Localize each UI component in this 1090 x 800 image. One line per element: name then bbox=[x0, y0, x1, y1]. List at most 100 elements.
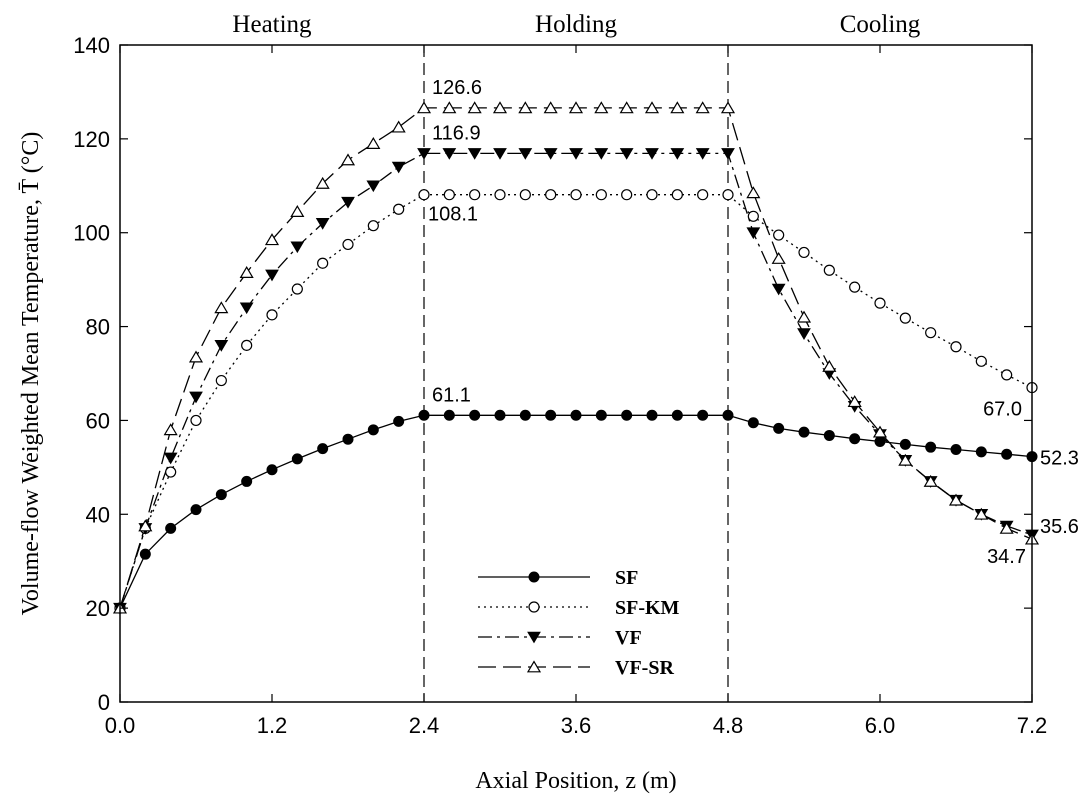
data-point-sf-km bbox=[342, 238, 354, 251]
data-point-sf bbox=[165, 522, 177, 534]
section-label-holding: Holding bbox=[535, 11, 617, 38]
data-point-vf bbox=[214, 340, 229, 352]
data-point-sf-km bbox=[545, 189, 557, 201]
data-point-sf-km bbox=[773, 229, 785, 241]
data-point-vf-sr bbox=[290, 205, 305, 217]
data-point-vf-sr bbox=[898, 453, 913, 466]
data-point-vf-sr bbox=[239, 266, 254, 279]
data-point-sf-km bbox=[317, 257, 329, 269]
data-point-sf-km bbox=[874, 297, 886, 309]
y-tick-label: 60 bbox=[86, 408, 110, 433]
legend-marker-sf bbox=[528, 571, 540, 583]
legend-label-vf: VF bbox=[615, 627, 642, 649]
x-tick-label: 0.0 bbox=[105, 713, 136, 738]
x-axis-label: Axial Position, z (m) bbox=[475, 768, 676, 794]
data-point-sf bbox=[266, 464, 278, 476]
data-point-vf bbox=[670, 148, 685, 160]
data-point-sf-km bbox=[519, 189, 531, 201]
data-point-sf-km bbox=[1001, 369, 1013, 381]
data-point-sf bbox=[443, 409, 455, 421]
data-point-vf-sr bbox=[442, 101, 457, 114]
y-tick-label: 80 bbox=[86, 315, 110, 340]
data-point-vf-sr bbox=[163, 423, 178, 436]
data-point-vf-sr bbox=[568, 101, 584, 114]
data-point-sf-km bbox=[291, 283, 303, 295]
data-point-vf bbox=[569, 148, 583, 160]
data-annotations: 126.6 116.9 108.1 61.1 67.0 52.3 35.6 34.7 bbox=[428, 77, 1079, 568]
data-point-vf-sr bbox=[416, 101, 432, 114]
series-markers bbox=[112, 101, 1040, 615]
data-point-sf-km bbox=[215, 374, 227, 387]
data-point-sf-km bbox=[241, 339, 253, 351]
data-point-sf-km bbox=[823, 264, 835, 276]
data-point-vf bbox=[771, 283, 786, 296]
plot-frame bbox=[119, 44, 1033, 703]
data-point-sf-km bbox=[367, 220, 379, 232]
data-point-vf bbox=[315, 218, 330, 230]
data-point-vf-sr bbox=[999, 521, 1014, 534]
data-point-vf bbox=[239, 302, 254, 315]
data-point-vf-sr bbox=[188, 350, 204, 363]
data-point-sf bbox=[418, 409, 430, 421]
data-point-sf-km bbox=[697, 189, 709, 201]
data-point-sf bbox=[215, 489, 227, 501]
legend: SF SF-KM VF VF-SR bbox=[478, 567, 680, 679]
data-point-sf bbox=[570, 409, 582, 421]
data-point-vf-sr bbox=[518, 101, 533, 114]
data-point-vf bbox=[290, 241, 305, 254]
data-point-sf bbox=[469, 409, 481, 421]
data-point-sf bbox=[798, 426, 810, 438]
data-point-vf-sr bbox=[619, 101, 634, 114]
data-point-vf-sr bbox=[923, 474, 938, 487]
data-point-vf bbox=[366, 180, 381, 193]
data-point-vf-sr bbox=[746, 186, 761, 199]
data-point-sf-km bbox=[595, 189, 607, 201]
data-point-sf-km bbox=[266, 309, 278, 321]
data-point-vf-sr bbox=[771, 251, 786, 264]
data-label-67-0: 67.0 bbox=[983, 399, 1022, 421]
data-label-35-6: 35.6 bbox=[1040, 516, 1079, 538]
data-point-sf-km bbox=[418, 189, 430, 201]
data-label-34-7: 34.7 bbox=[987, 546, 1026, 568]
data-point-vf-sr bbox=[670, 101, 685, 114]
data-point-vf bbox=[695, 148, 710, 160]
x-tick-label: 7.2 bbox=[1017, 713, 1048, 738]
data-point-vf-sr bbox=[796, 310, 812, 323]
data-point-vf bbox=[721, 148, 735, 160]
data-point-sf bbox=[545, 409, 557, 421]
data-point-vf bbox=[442, 148, 457, 160]
data-point-sf-km bbox=[165, 466, 177, 478]
data-point-sf-km bbox=[570, 189, 582, 201]
data-point-sf bbox=[317, 443, 329, 455]
data-point-sf bbox=[621, 409, 633, 421]
data-point-sf-km bbox=[190, 414, 202, 427]
data-point-vf-sr bbox=[340, 153, 356, 166]
data-point-vf-sr bbox=[594, 101, 609, 114]
data-point-sf bbox=[671, 409, 683, 421]
data-point-sf bbox=[849, 433, 861, 445]
series-line-vf bbox=[119, 152, 1033, 609]
series-line-sf bbox=[119, 414, 1033, 609]
data-point-sf-km bbox=[747, 210, 759, 222]
data-point-vf bbox=[518, 148, 533, 160]
y-tick-label: 20 bbox=[86, 596, 110, 621]
data-point-vf bbox=[746, 227, 761, 240]
data-point-sf bbox=[925, 441, 937, 453]
data-label-61-1: 61.1 bbox=[432, 384, 471, 406]
data-point-vf bbox=[265, 269, 279, 282]
data-point-vf bbox=[645, 148, 659, 160]
data-point-sf bbox=[241, 475, 253, 487]
data-point-vf-sr bbox=[974, 507, 989, 520]
y-tick-label: 0 bbox=[98, 690, 110, 715]
data-point-vf-sr bbox=[872, 425, 888, 438]
data-point-sf bbox=[139, 548, 151, 560]
data-point-vf-sr bbox=[822, 359, 837, 372]
x-tick-label: 4.8 bbox=[713, 713, 744, 738]
data-label-108-1: 108.1 bbox=[428, 204, 478, 226]
axis-ticks: 0.0 1.2 2.4 3.6 4.8 6.0 7.2 0 20 40 60 80 100 120 140 bbox=[73, 33, 1047, 738]
data-point-sf bbox=[519, 409, 531, 421]
data-point-vf bbox=[543, 148, 558, 160]
y-tick-label: 40 bbox=[86, 502, 110, 527]
data-point-vf bbox=[391, 161, 406, 174]
